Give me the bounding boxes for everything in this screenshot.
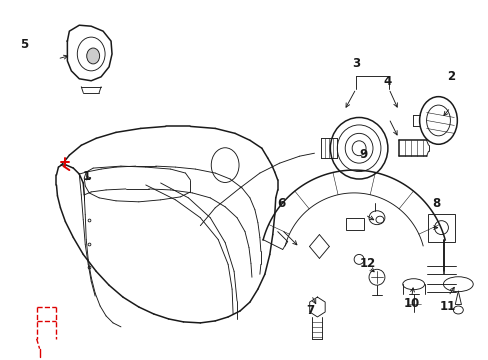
Text: 7: 7 <box>305 304 313 317</box>
Text: 11: 11 <box>439 300 455 313</box>
Text: 4: 4 <box>383 75 391 88</box>
Bar <box>346 218 364 230</box>
Text: 9: 9 <box>359 148 367 162</box>
Ellipse shape <box>86 48 100 64</box>
Text: 10: 10 <box>403 297 419 310</box>
Text: 6: 6 <box>276 197 285 210</box>
Text: 1: 1 <box>82 170 91 183</box>
Text: 12: 12 <box>359 257 376 270</box>
Text: 3: 3 <box>351 57 360 71</box>
Text: 5: 5 <box>20 38 28 51</box>
Text: 8: 8 <box>431 197 439 210</box>
Text: 2: 2 <box>446 70 454 83</box>
